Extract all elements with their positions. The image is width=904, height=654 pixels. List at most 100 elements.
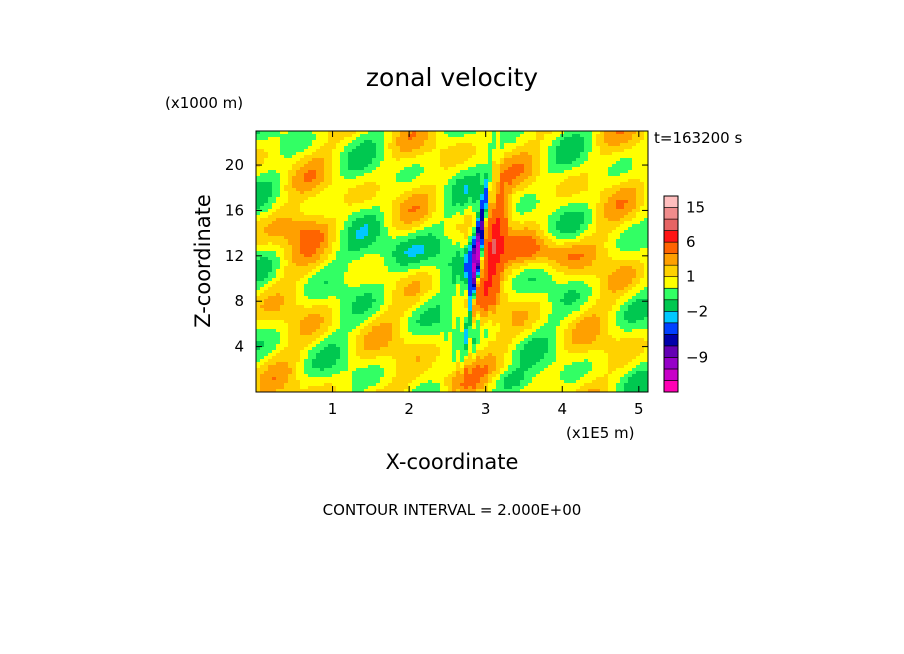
field-cell — [572, 164, 577, 168]
field-cell — [628, 251, 633, 255]
field-cell — [368, 134, 373, 138]
field-cell — [516, 140, 521, 144]
field-cell — [552, 263, 557, 267]
field-cell — [564, 194, 569, 198]
field-cell — [276, 161, 281, 165]
field-cell — [272, 176, 277, 180]
field-cell — [324, 266, 329, 270]
field-cell — [408, 233, 413, 237]
field-cell — [532, 242, 537, 246]
field-cell — [324, 173, 329, 177]
field-cell — [304, 251, 309, 255]
field-cell — [280, 224, 285, 228]
field-cell — [524, 164, 529, 168]
field-cell — [564, 263, 569, 267]
field-cell — [516, 182, 521, 186]
field-cell — [428, 143, 433, 147]
field-cell — [260, 248, 265, 252]
field-cell — [404, 161, 409, 165]
field-cell — [420, 272, 425, 276]
field-cell — [560, 146, 565, 150]
field-cell — [548, 269, 553, 273]
field-cell — [596, 263, 601, 267]
field-cell — [352, 152, 357, 156]
field-cell — [524, 230, 529, 234]
field-cell — [296, 203, 301, 207]
field-cell — [272, 275, 277, 279]
field-cell — [468, 134, 473, 138]
field-cell — [300, 176, 305, 180]
field-cell — [288, 194, 293, 198]
field-cell — [368, 167, 373, 171]
field-cell — [300, 155, 305, 159]
field-cell — [504, 230, 509, 234]
field-cell — [592, 215, 597, 219]
field-cell — [588, 260, 593, 264]
field-cell — [376, 233, 381, 237]
field-cell — [416, 281, 421, 285]
field-cell — [568, 227, 573, 231]
field-cell — [508, 218, 513, 222]
field-cell — [280, 197, 285, 201]
field-cell — [600, 182, 605, 186]
field-cell — [416, 221, 421, 225]
field-cell — [524, 200, 529, 204]
field-cell — [456, 209, 461, 213]
field-cell — [276, 194, 281, 198]
field-cell — [560, 200, 565, 204]
field-cell — [460, 161, 465, 165]
field-cell — [628, 143, 633, 147]
field-cell — [492, 182, 497, 186]
field-cell — [484, 200, 489, 204]
field-cell — [560, 230, 565, 234]
field-cell — [452, 191, 457, 195]
field-cell — [392, 257, 397, 261]
field-cell — [460, 134, 465, 138]
field-cell — [488, 194, 493, 198]
field-cell — [376, 218, 381, 222]
field-cell — [304, 176, 309, 180]
field-cell — [380, 248, 385, 252]
field-cell — [532, 137, 537, 141]
field-cell — [432, 275, 437, 279]
field-cell — [352, 188, 357, 192]
field-cell — [440, 185, 445, 189]
field-cell — [536, 278, 541, 282]
field-cell — [428, 218, 433, 222]
field-cell — [336, 224, 341, 228]
field-cell — [480, 143, 485, 147]
field-cell — [284, 191, 289, 195]
field-cell — [540, 272, 545, 276]
field-cell — [492, 212, 497, 216]
field-cell — [420, 221, 425, 225]
field-cell — [308, 248, 313, 252]
field-cell — [272, 131, 277, 135]
field-cell — [520, 227, 525, 231]
field-cell — [604, 278, 609, 282]
field-cell — [488, 155, 493, 159]
field-cell — [400, 185, 405, 189]
field-cell — [604, 233, 609, 237]
field-cell — [500, 137, 505, 141]
field-cell — [268, 149, 273, 153]
field-cell — [316, 185, 321, 189]
field-cell — [532, 155, 537, 159]
field-cell — [552, 134, 557, 138]
field-cell — [628, 266, 633, 270]
field-cell — [484, 164, 489, 168]
field-cell — [548, 239, 553, 243]
field-cell — [632, 143, 637, 147]
field-cell — [628, 185, 633, 189]
field-cell — [600, 275, 605, 279]
field-cell — [580, 131, 585, 135]
field-cell — [380, 137, 385, 141]
field-cell — [524, 275, 529, 279]
field-cell — [556, 173, 561, 177]
field-cell — [356, 269, 361, 273]
field-cell — [296, 242, 301, 246]
field-cell — [456, 245, 461, 249]
field-cell — [560, 248, 565, 252]
field-cell — [292, 176, 297, 180]
field-cell — [432, 278, 437, 282]
field-cell — [416, 191, 421, 195]
